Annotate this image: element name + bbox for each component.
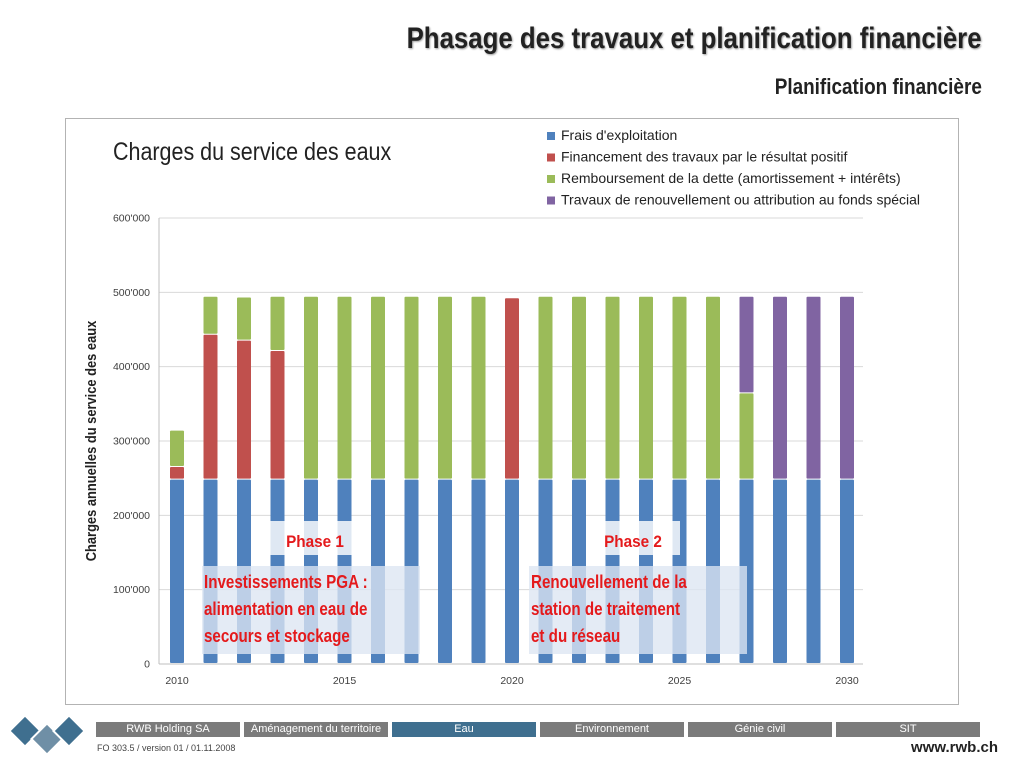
bar-segment-2012-series-1 <box>237 340 251 479</box>
bar-segment-2022-series-2 <box>572 296 586 479</box>
footer-tab-environnement[interactable]: Environnement <box>540 722 684 737</box>
legend-swatch-1 <box>547 153 555 162</box>
bar-segment-2027-series-2 <box>739 393 754 479</box>
phase-description-line: alimentation en eau de <box>204 599 367 620</box>
bar-segment-2029-series-0 <box>806 479 821 663</box>
bar-segment-2024-series-2 <box>639 296 653 479</box>
phase-description-box-1 <box>202 566 420 654</box>
bar-segment-2025-series-2 <box>672 296 687 479</box>
phase-description-line: secours et stockage <box>204 626 350 647</box>
bar-segment-2010-series-0 <box>170 479 184 663</box>
footer-tab-rwb-holding[interactable]: RWB Holding SA <box>96 722 240 737</box>
phase-description-line: Renouvellement de la <box>531 572 687 593</box>
bar-segment-2013-series-1 <box>270 351 285 479</box>
y-tick-label: 300'000 <box>113 436 150 448</box>
footer-tab-eau[interactable]: Eau <box>392 722 536 737</box>
chart-frame: 0 100'000 200'000 300'000 400'000 500'000 600'… <box>65 118 959 705</box>
bar-segment-2011-series-2 <box>203 296 218 334</box>
chart-title: Charges du service des eaux <box>113 137 392 165</box>
bar-segment-2011-series-1 <box>203 334 218 479</box>
bar-chart: 0 100'000 200'000 300'000 400'000 500'000 600'… <box>82 127 920 687</box>
y-axis-label: Charges annuelles du service des eaux <box>82 321 99 562</box>
x-tick-label: 2020 <box>500 675 524 687</box>
phase-description-line: station de traitement <box>531 599 680 620</box>
phase-description-line: et du réseau <box>531 626 620 647</box>
legend-swatch-3 <box>547 196 555 205</box>
bar-segment-2019-series-0 <box>471 479 486 663</box>
page-subtitle: Planification financière <box>774 74 982 99</box>
footer-tab-amenagement[interactable]: Aménagement du territoire <box>244 722 388 737</box>
bar-segment-2020-series-1 <box>505 298 519 479</box>
y-tick-label: 400'000 <box>113 361 150 373</box>
bar-segment-2027-series-3 <box>739 296 754 393</box>
legend-label-3: Travaux de renouvellement ou attribution… <box>561 192 920 208</box>
bar-segment-2029-series-3 <box>806 296 821 479</box>
phase-description-line: Investissements PGA : <box>204 572 368 593</box>
footer-tab-genie-civil[interactable]: Génie civil <box>688 722 832 737</box>
phase-label-box-2 <box>586 521 680 555</box>
legend-label-2: Remboursement de la dette (amortissement… <box>561 170 901 186</box>
y-tick-label: 100'000 <box>113 584 150 596</box>
phase-label-2: Phase 2 <box>604 532 662 551</box>
bar-segment-2012-series-2 <box>237 297 251 340</box>
bar-segment-2018-series-0 <box>438 479 452 663</box>
bar-segment-2030-series-0 <box>840 479 854 663</box>
bar-segment-2030-series-3 <box>840 296 854 479</box>
bar-segment-2028-series-3 <box>773 296 787 479</box>
bar-segment-2013-series-2 <box>270 296 285 351</box>
x-tick-label: 2010 <box>165 675 189 687</box>
page-title: Phasage des travaux et planification fin… <box>407 22 982 55</box>
bar-segment-2020-series-0 <box>505 479 519 663</box>
bar-segment-2018-series-2 <box>438 296 452 479</box>
bar-segment-2028-series-0 <box>773 479 787 663</box>
rwb-logo <box>8 714 86 756</box>
bar-segment-2017-series-2 <box>404 296 419 479</box>
website-link[interactable]: www.rwb.ch <box>911 739 998 756</box>
bar-segment-2015-series-2 <box>337 296 352 479</box>
bar-segment-2010-series-2 <box>170 430 184 467</box>
bar-segment-2010-series-1 <box>170 467 184 479</box>
phase-label-1: Phase 1 <box>286 532 344 551</box>
phase-description-box-2 <box>529 566 747 654</box>
bar-segment-2021-series-2 <box>538 296 553 479</box>
bar-segment-2023-series-2 <box>605 296 620 479</box>
bar-segment-2026-series-2 <box>706 296 720 479</box>
legend-swatch-0 <box>547 132 555 140</box>
version-text: FO 303.5 / version 01 / 01.11.2008 <box>97 743 236 753</box>
y-tick-label: 0 <box>144 659 150 671</box>
legend-swatch-2 <box>547 175 555 183</box>
x-tick-label: 2015 <box>333 675 357 687</box>
phase-label-box-1 <box>270 521 360 555</box>
footer-tab-sit[interactable]: SIT <box>836 722 980 737</box>
y-tick-label: 200'000 <box>113 510 150 522</box>
x-tick-label: 2025 <box>668 675 692 687</box>
bar-segment-2014-series-2 <box>304 296 318 479</box>
legend-label-0: Frais d'exploitation <box>561 127 677 143</box>
y-tick-label: 600'000 <box>113 213 150 225</box>
footer-nav: RWB Holding SA Aménagement du territoire… <box>96 722 980 737</box>
legend-label-1: Financement des travaux par le résultat … <box>561 149 847 165</box>
x-tick-label: 2030 <box>835 675 859 687</box>
y-tick-label: 500'000 <box>113 287 150 299</box>
bar-segment-2016-series-2 <box>371 296 385 479</box>
bar-segment-2019-series-2 <box>471 296 486 479</box>
